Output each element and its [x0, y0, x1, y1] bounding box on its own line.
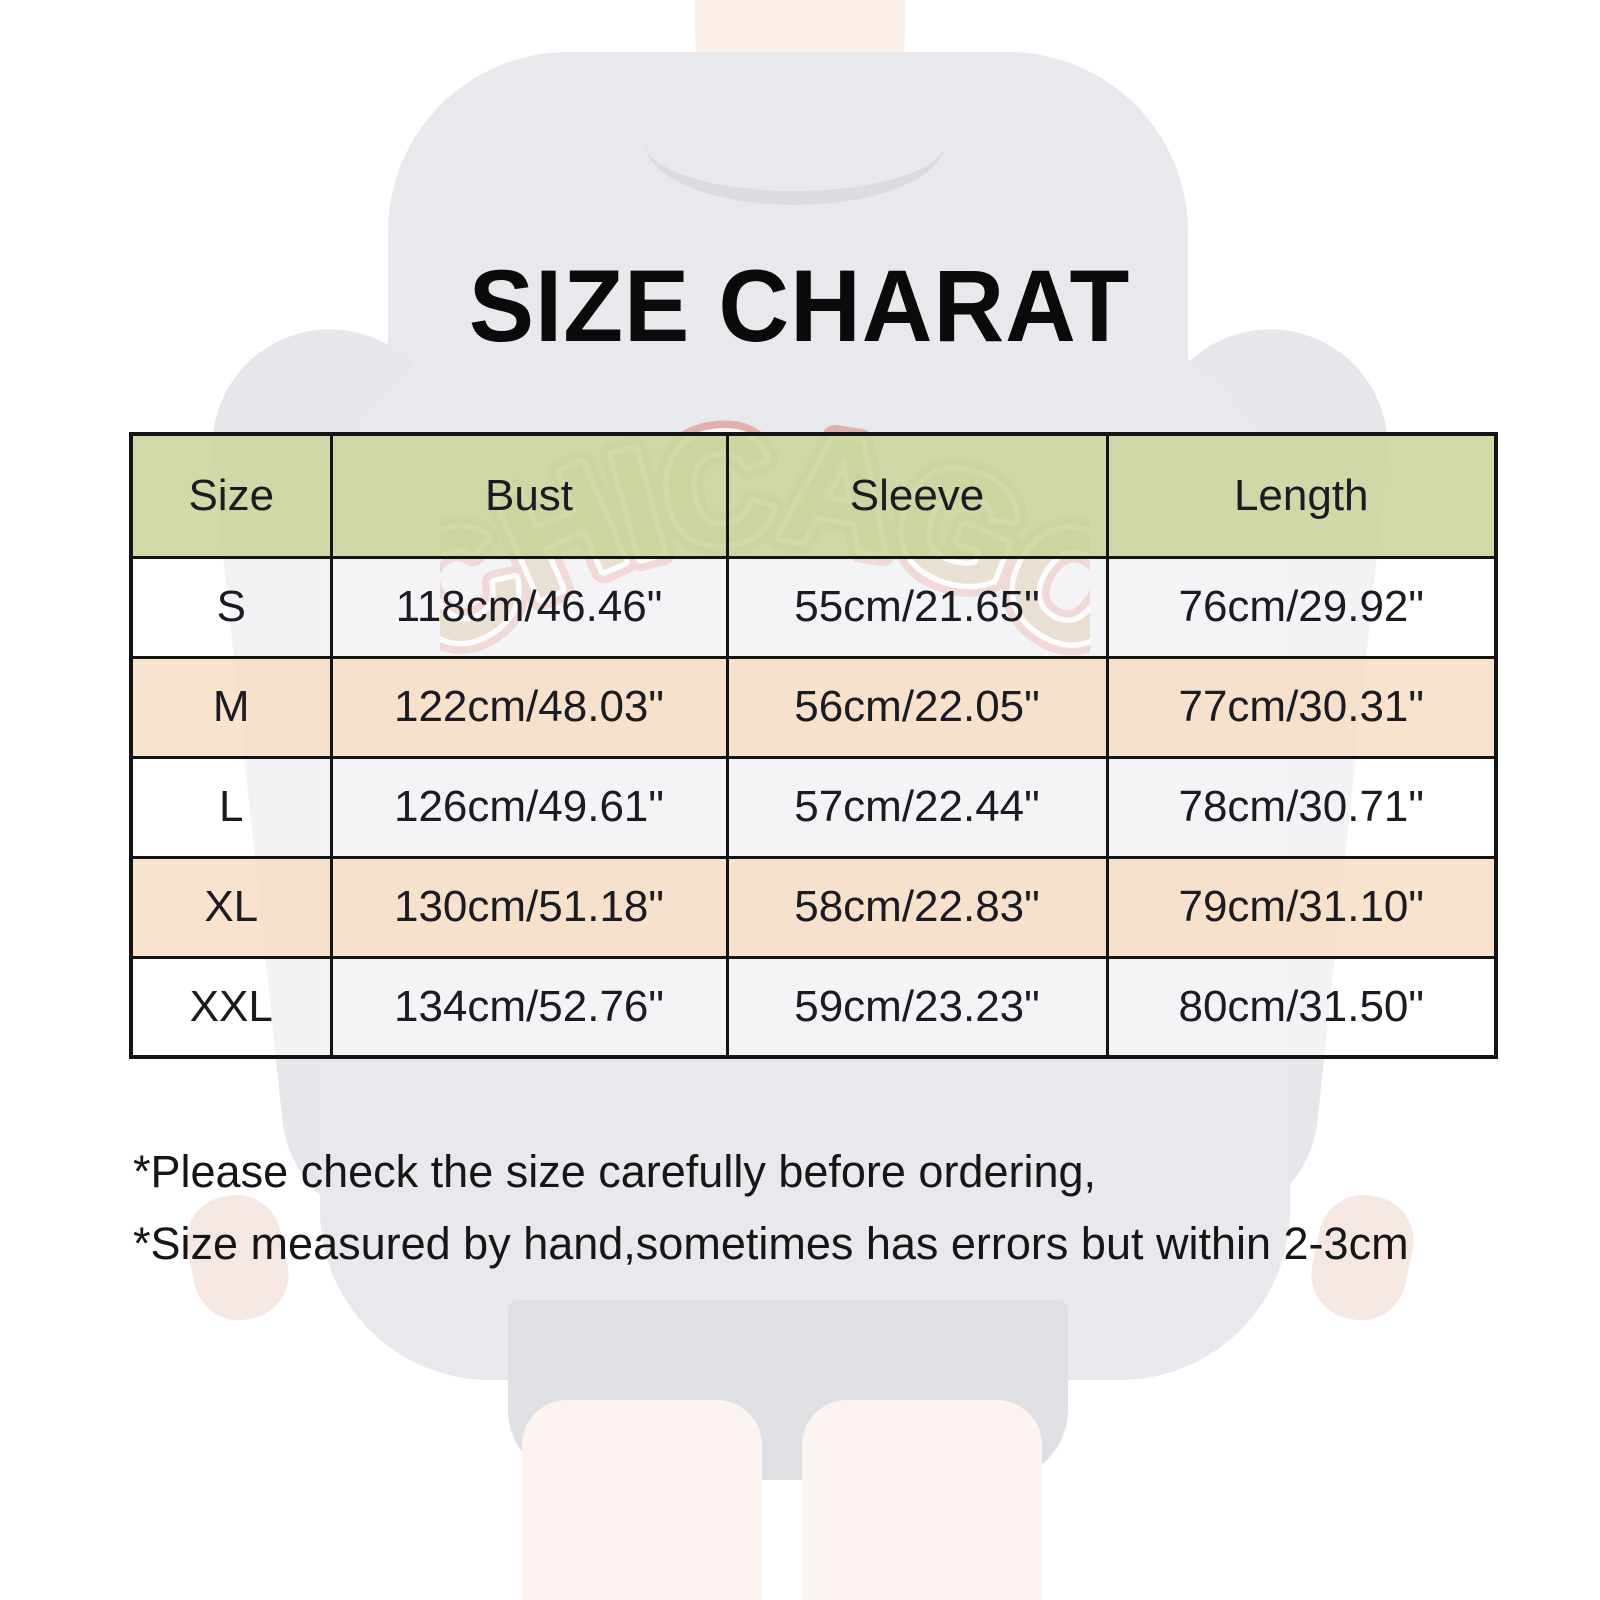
size-chart-table: Size Bust Sleeve Length S 118cm/46.46" 5… [129, 432, 1498, 1059]
col-header-length: Length [1105, 432, 1498, 559]
cell-sleeve: 57cm/22.44" [725, 755, 1109, 859]
table-header-row: Size Bust Sleeve Length [129, 432, 1498, 559]
note-check-size: *Please check the size carefully before … [133, 1146, 1097, 1197]
cell-sleeve: 56cm/22.05" [725, 655, 1109, 759]
cell-length: 78cm/30.71" [1105, 755, 1498, 859]
cell-bust: 122cm/48.03" [329, 655, 729, 759]
cell-size: XXL [129, 955, 333, 1059]
cell-size: S [129, 555, 333, 659]
col-header-sleeve: Sleeve [725, 432, 1109, 559]
cell-bust: 126cm/49.61" [329, 755, 729, 859]
cell-size: XL [129, 855, 333, 959]
table-row-xxl: XXL 134cm/52.76" 59cm/23.23" 80cm/31.50" [129, 955, 1498, 1059]
cell-sleeve: 55cm/21.65" [725, 555, 1109, 659]
page-title: SIZE CHARAT [0, 248, 1600, 365]
cell-bust: 118cm/46.46" [329, 555, 729, 659]
model-left-leg [522, 1400, 762, 1600]
table-row-l: L 126cm/49.61" 57cm/22.44" 78cm/30.71" [129, 755, 1498, 859]
cell-length: 80cm/31.50" [1105, 955, 1498, 1059]
table-row-s: S 118cm/46.46" 55cm/21.65" 76cm/29.92" [129, 555, 1498, 659]
cell-size: M [129, 655, 333, 759]
note-measure-error: *Size measured by hand,sometimes has err… [133, 1218, 1409, 1269]
cell-sleeve: 59cm/23.23" [725, 955, 1109, 1059]
col-header-bust: Bust [329, 432, 729, 559]
model-right-leg [802, 1400, 1042, 1600]
page-title-text: SIZE CHARAT [469, 249, 1131, 363]
table-row-m: M 122cm/48.03" 56cm/22.05" 77cm/30.31" [129, 655, 1498, 759]
sweatshirt-collar [645, 80, 945, 205]
cell-sleeve: 58cm/22.83" [725, 855, 1109, 959]
cell-length: 79cm/31.10" [1105, 855, 1498, 959]
cell-length: 76cm/29.92" [1105, 555, 1498, 659]
table-row-xl: XL 130cm/51.18" 58cm/22.83" 79cm/31.10" [129, 855, 1498, 959]
col-header-size: Size [129, 432, 333, 559]
cell-size: L [129, 755, 333, 859]
cell-bust: 130cm/51.18" [329, 855, 729, 959]
cell-bust: 134cm/52.76" [329, 955, 729, 1059]
cell-length: 77cm/30.31" [1105, 655, 1498, 759]
